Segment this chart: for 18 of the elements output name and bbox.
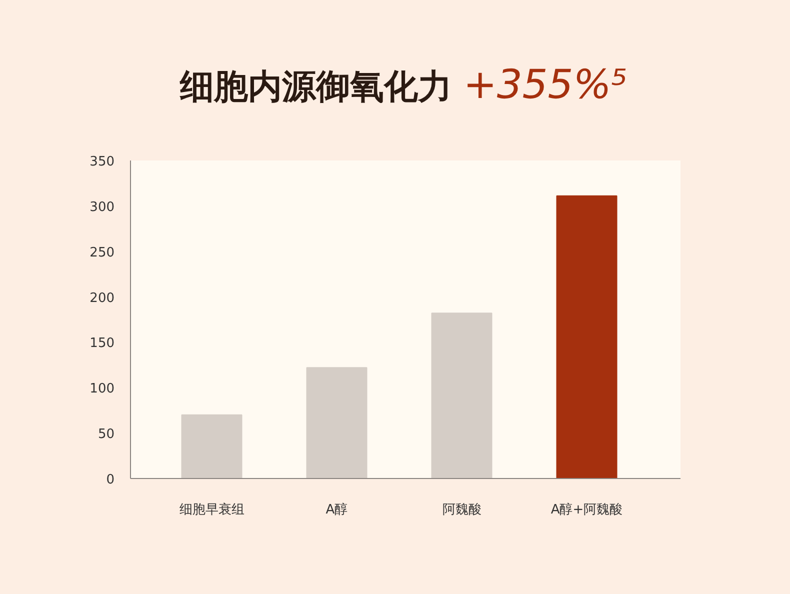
x-tick-label: 阿魏酸 (442, 502, 482, 518)
x-tick-label: A醇 (326, 502, 348, 518)
y-tick-label: 300 (90, 200, 115, 215)
y-tick-label: 250 (90, 245, 115, 260)
bar (556, 195, 618, 478)
text: +355%⁵ (463, 62, 628, 108)
y-tick-label: 200 (90, 290, 115, 306)
y-tick-label: 0 (106, 472, 115, 488)
y-tick-label: 50 (98, 427, 115, 442)
bar (431, 312, 492, 478)
x-tick-label: 细胞早衰组 (179, 502, 244, 518)
bar (181, 414, 242, 478)
chart-title: 细胞内源御氧化力 (180, 67, 452, 107)
x-tick-label: A醇+阿魏酸 (550, 502, 623, 518)
bar (306, 367, 368, 478)
y-tick-label: 350 (90, 154, 115, 170)
y-tick-label: 150 (90, 336, 115, 352)
y-tick-label: 100 (90, 382, 115, 397)
